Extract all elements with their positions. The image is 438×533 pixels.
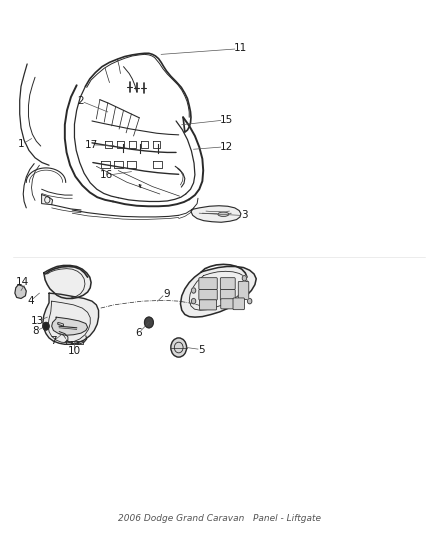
Circle shape (242, 276, 247, 281)
Polygon shape (44, 265, 91, 298)
Text: 6: 6 (135, 328, 142, 338)
Text: 13: 13 (31, 316, 44, 326)
Circle shape (191, 288, 196, 293)
Polygon shape (15, 285, 26, 298)
FancyBboxPatch shape (220, 278, 235, 289)
Text: 12: 12 (219, 142, 233, 152)
FancyBboxPatch shape (199, 289, 217, 300)
Circle shape (145, 317, 153, 328)
Circle shape (247, 298, 252, 304)
Text: 1: 1 (18, 139, 25, 149)
Text: 15: 15 (219, 115, 233, 125)
Text: 9: 9 (163, 289, 170, 298)
Circle shape (43, 322, 49, 330)
FancyBboxPatch shape (199, 278, 217, 289)
Circle shape (191, 298, 196, 304)
Text: 2006 Dodge Grand Caravan   Panel - Liftgate: 2006 Dodge Grand Caravan Panel - Liftgat… (117, 514, 321, 523)
Text: 17: 17 (85, 140, 98, 150)
Polygon shape (191, 206, 241, 222)
Polygon shape (180, 266, 256, 317)
FancyBboxPatch shape (233, 298, 244, 310)
Text: 7: 7 (50, 336, 57, 346)
FancyBboxPatch shape (238, 281, 249, 300)
Text: 3: 3 (241, 211, 248, 220)
FancyBboxPatch shape (221, 298, 235, 309)
Text: 16: 16 (99, 170, 113, 180)
Polygon shape (42, 195, 53, 205)
Text: 5: 5 (198, 345, 205, 355)
Polygon shape (52, 317, 88, 335)
Text: 8: 8 (32, 326, 39, 336)
Text: 4: 4 (27, 296, 34, 305)
FancyBboxPatch shape (220, 289, 235, 300)
Ellipse shape (218, 212, 229, 216)
Circle shape (171, 338, 187, 357)
FancyBboxPatch shape (199, 300, 216, 310)
Text: 11: 11 (233, 43, 247, 53)
Text: 10: 10 (68, 346, 81, 356)
Polygon shape (43, 293, 99, 344)
Text: 2: 2 (78, 96, 85, 106)
Text: 14: 14 (16, 278, 29, 287)
